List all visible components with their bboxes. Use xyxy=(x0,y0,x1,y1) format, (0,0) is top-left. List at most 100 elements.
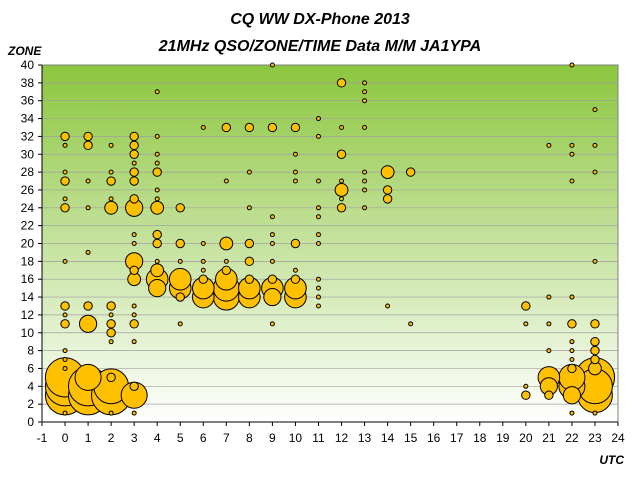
bubble-point xyxy=(62,258,68,264)
bubble-point xyxy=(177,321,183,327)
bubble-point xyxy=(590,336,600,347)
bubble-point xyxy=(85,249,91,255)
x-tick-label: 11 xyxy=(312,431,325,445)
bubble-point xyxy=(129,319,139,329)
bubble-point xyxy=(362,205,368,211)
bubble-point xyxy=(108,410,114,416)
bubble-point xyxy=(569,357,575,363)
bubble-point xyxy=(315,133,321,139)
bubble-point xyxy=(219,236,234,251)
axes xyxy=(38,64,619,426)
x-tick-label: 18 xyxy=(473,431,487,445)
bubble-point xyxy=(315,285,321,291)
bubble-point xyxy=(106,301,116,311)
bubble-point xyxy=(60,176,70,186)
x-tick-label: 12 xyxy=(335,431,349,445)
bubble-point xyxy=(200,241,206,246)
bubble-point xyxy=(336,203,347,213)
bubble-point xyxy=(569,294,575,300)
bubble-point xyxy=(244,256,255,267)
x-tick-label: 3 xyxy=(131,431,138,445)
bubble-point xyxy=(339,124,345,130)
bubble-point xyxy=(385,303,391,309)
bubble-point xyxy=(152,238,162,249)
bubble-point xyxy=(523,321,529,327)
x-tick-label: 9 xyxy=(269,431,276,445)
bubble-point xyxy=(108,312,114,318)
bubble-point xyxy=(592,169,598,175)
bubble-point xyxy=(315,276,321,282)
bubble-point xyxy=(152,167,162,177)
x-tick-label: 1 xyxy=(85,431,92,445)
bubble-point xyxy=(246,169,252,175)
bubble-point xyxy=(106,372,116,383)
bubble-point xyxy=(106,328,116,338)
bubble-point xyxy=(336,149,347,159)
bubble-point xyxy=(221,122,232,133)
bubble-point xyxy=(131,241,137,246)
bubble-point xyxy=(562,386,582,405)
bubble-point xyxy=(546,294,552,300)
bubble-point xyxy=(521,301,531,311)
bubble-point xyxy=(131,339,137,345)
bubble-point xyxy=(154,151,160,157)
bubble-point xyxy=(339,178,345,184)
bubble-point xyxy=(592,258,598,264)
x-tick-label: 8 xyxy=(246,431,253,445)
bubble-point xyxy=(129,149,139,159)
bubble-point xyxy=(523,383,529,389)
bubble-point xyxy=(221,265,232,275)
y-tick-label: 28 xyxy=(21,165,35,179)
bubble-point xyxy=(108,339,114,345)
y-tick-label: 20 xyxy=(21,237,35,251)
bubble-point xyxy=(152,229,162,240)
bubble-point xyxy=(362,89,368,95)
bubble-point xyxy=(104,200,119,215)
bubble-point xyxy=(150,263,165,278)
bubble-point xyxy=(154,187,160,193)
bubble-point xyxy=(269,321,275,327)
bubble-point xyxy=(269,232,275,238)
y-tick-label: 4 xyxy=(27,379,34,393)
bubble-point xyxy=(569,178,575,184)
bubble-point xyxy=(168,267,192,291)
bubble-point xyxy=(592,410,598,416)
bubble-point xyxy=(246,205,252,211)
bubble-point xyxy=(292,151,298,157)
y-tick-label: 2 xyxy=(27,397,34,411)
bubble-point xyxy=(315,205,321,211)
bubble-point xyxy=(83,301,93,311)
x-tick-label: 10 xyxy=(289,431,303,445)
bubble-point xyxy=(592,107,598,113)
x-tick-label: 20 xyxy=(519,431,533,445)
bubble-point xyxy=(129,381,139,391)
bubble-point xyxy=(154,160,160,166)
x-axis-title: UTC xyxy=(599,453,624,467)
bubble-point xyxy=(546,142,552,148)
bubble-point xyxy=(108,142,114,148)
bubble-point xyxy=(131,312,137,318)
bubble-point xyxy=(315,232,321,238)
y-tick-label: 6 xyxy=(27,361,34,375)
bubble-point xyxy=(62,196,68,202)
bubble-point xyxy=(106,319,116,329)
bubble-point xyxy=(154,89,160,95)
bubble-point xyxy=(269,241,275,246)
bubble-point xyxy=(129,176,139,186)
bubble-point xyxy=(292,169,298,175)
bubble-point xyxy=(269,214,275,220)
bubble-point xyxy=(292,178,298,184)
y-tick-label: 24 xyxy=(21,201,35,215)
bubble-point xyxy=(339,196,345,202)
bubble-point xyxy=(223,258,229,264)
bubble-point xyxy=(62,365,68,371)
y-tick-label: 38 xyxy=(21,76,35,90)
bubble-point xyxy=(263,287,282,307)
bubble-point xyxy=(74,363,102,391)
bubble-point xyxy=(315,303,321,309)
bubble-point xyxy=(315,241,321,246)
bubble-point xyxy=(154,258,160,264)
y-tick-label: 32 xyxy=(21,129,35,143)
bubble-point xyxy=(567,363,577,374)
bubble-point xyxy=(198,274,208,284)
